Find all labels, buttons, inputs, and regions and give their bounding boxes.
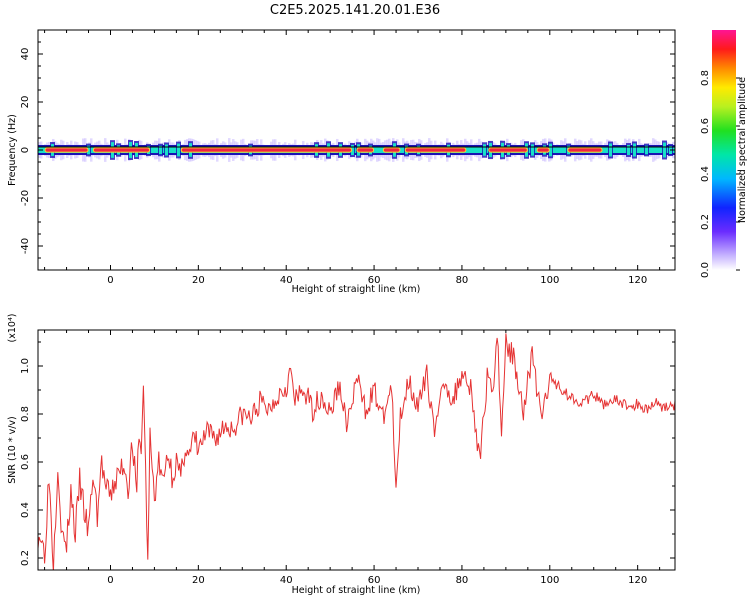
snr-x-tick-label: 20: [192, 575, 205, 586]
spectrogram-x-tick-label: 120: [628, 275, 647, 286]
snr-x-tick-label: 0: [107, 575, 113, 586]
heatmap-bump-core: [549, 143, 552, 157]
heatmap-bump-core: [177, 143, 180, 157]
spectrogram-y-axis: -40 -20 0 20 40: [20, 41, 675, 259]
spectrogram-x-tick-label: 0: [107, 275, 113, 286]
snr-x-tick-label: 60: [368, 575, 381, 586]
spectrogram-y-tick-label: -20: [20, 190, 31, 206]
spectrogram-panel: 0 20 40 60 80 100 120 -40 -20 0 20 40 Height of st…: [7, 29, 676, 295]
heatmap-peak-core: [405, 148, 466, 152]
heatmap-peak-core: [45, 148, 88, 152]
snr-x-tick-label: 120: [628, 575, 647, 586]
snr-y-axis: 0.2 0.4 0.6 0.8 1.0: [20, 341, 675, 566]
snr-x-tick-label: 40: [280, 575, 293, 586]
spectrogram-x-axis: 0 20 40 60 80 100 120: [44, 30, 661, 286]
heatmap-peak-core: [181, 148, 352, 152]
colorbar-tick-label: 0.0: [700, 262, 711, 278]
snr-y-multiplier: (x10⁴): [7, 314, 18, 343]
spectrogram-x-tick-label: 80: [456, 275, 469, 286]
colorbar-gradient: [712, 30, 736, 270]
snr-line: [38, 333, 675, 570]
snr-y-tick-label: 0.2: [20, 550, 31, 566]
heatmap-bump-core: [627, 145, 630, 155]
snr-y-tick-label: 1.0: [20, 358, 31, 374]
heatmap-peak-core: [489, 148, 527, 152]
heatmap-peak-core: [568, 148, 602, 152]
snr-frame: [37, 329, 676, 571]
heatmap-peak-core: [383, 148, 400, 152]
snr-series: [38, 333, 675, 570]
spectrogram-x-tick-label: 60: [368, 275, 381, 286]
heatmap-peak-core: [93, 148, 150, 152]
spectrogram-y-tick-label: -40: [20, 238, 31, 254]
heatmap-bump-core: [159, 145, 162, 155]
heatmap-peak-core: [537, 148, 549, 152]
heatmap-bump-core: [351, 144, 354, 156]
snr-y-label: SNR (10 * v/v): [7, 416, 18, 484]
heatmap-bump-core: [633, 143, 636, 157]
heatmap-peak-core: [357, 148, 374, 152]
heatmap-bump-core: [531, 144, 534, 156]
spectrogram-x-label: Height of straight line (km): [292, 284, 421, 295]
colorbar-label: Normalized spectral amplitude: [737, 77, 748, 223]
snr-y-tick-label: 0.4: [20, 502, 31, 518]
heatmap-bump-core: [609, 143, 612, 157]
snr-x-tick-label: 80: [456, 575, 469, 586]
spectrogram-y-tick-label: 40: [20, 48, 31, 61]
colorbar-tick-label: 0.8: [700, 70, 711, 86]
snr-x-label: Height of straight line (km): [292, 585, 421, 596]
snr-panel: 0 20 40 60 80 100 120 0.2 0.4 0.6 0.8 1.0 Height o…: [7, 314, 676, 596]
snr-x-tick-label: 100: [540, 575, 559, 586]
colorbar-tick-label: 0.2: [700, 214, 711, 230]
colorbar-tick-label: 0.4: [700, 166, 711, 182]
snr-plot-area: [38, 330, 675, 570]
figure-title: C2E5.2025.141.20.01.E36: [270, 3, 440, 18]
spectrogram-heatmap: [38, 138, 675, 162]
heatmap-bump-core: [165, 144, 168, 156]
heatmap-bump-core: [663, 142, 666, 158]
snr-y-tick-label: 0.8: [20, 406, 31, 422]
spectrogram-x-tick-label: 100: [540, 275, 559, 286]
spectrogram-y-label: Frequency (Hz): [7, 114, 18, 186]
spectrogram-y-tick-label: 0: [20, 147, 31, 153]
spectrogram-x-tick-label: 20: [192, 275, 205, 286]
colorbar: 0.0 0.2 0.4 0.6 0.8 Normalized spectral ampl…: [700, 30, 748, 278]
spectrogram-x-tick-label: 40: [280, 275, 293, 286]
heatmap-bump-core: [483, 144, 486, 156]
snr-x-axis: 0 20 40 60 80 100 120: [44, 330, 661, 586]
snr-y-tick-label: 0.6: [20, 454, 31, 470]
colorbar-ticks: 0.0 0.2 0.4 0.6 0.8: [700, 70, 740, 278]
colorbar-tick-label: 0.6: [700, 118, 711, 134]
heatmap-bump-core: [645, 145, 648, 155]
spectrogram-y-tick-label: 20: [20, 96, 31, 109]
